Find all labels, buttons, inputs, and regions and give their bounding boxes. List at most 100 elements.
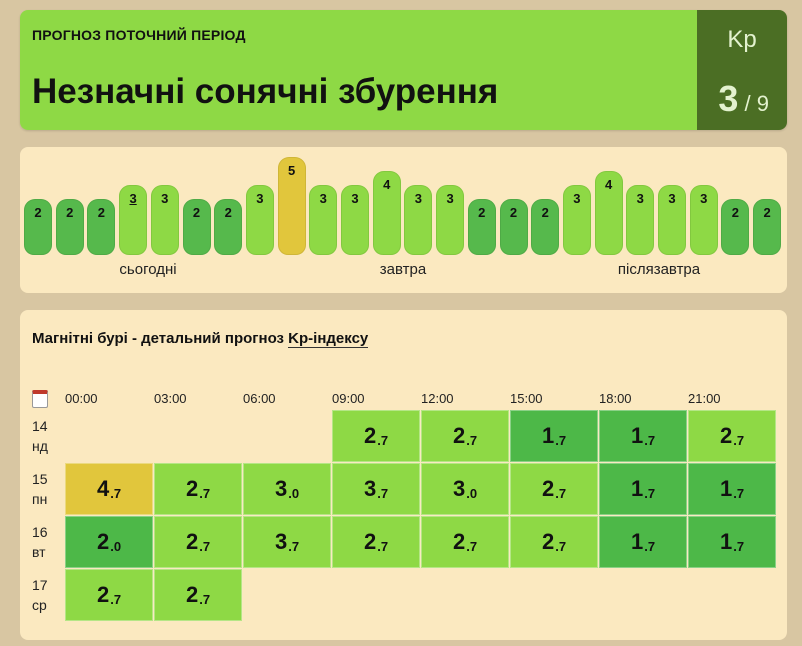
forecast-bar-value: 4 bbox=[383, 177, 391, 192]
kp-forecast-cell: 1.7 bbox=[688, 516, 776, 568]
kp-forecast-cell: 1.7 bbox=[688, 463, 776, 515]
forecast-bar[interactable]: 2 bbox=[721, 199, 750, 255]
kp-forecast-cell: 1.7 bbox=[510, 410, 598, 462]
storm-status-title: Незначні сонячні збурення bbox=[32, 72, 499, 111]
kp-cell-fraction: .7 bbox=[377, 485, 389, 501]
forecast-bar[interactable]: 3 bbox=[245, 185, 274, 255]
kp-forecast-cell: 2.7 bbox=[510, 516, 598, 568]
kp-forecast-cell: 2.0 bbox=[65, 516, 153, 568]
forecast-bar[interactable]: 2 bbox=[214, 199, 243, 255]
time-column-header: 06:00 bbox=[243, 391, 276, 406]
date-weekday: пн bbox=[32, 491, 48, 507]
forecast-bar[interactable]: 3 bbox=[436, 185, 465, 255]
forecast-bar[interactable]: 2 bbox=[182, 199, 211, 255]
kp-cell-whole: 3 bbox=[274, 476, 288, 501]
forecast-period-label: ПРОГНОЗ ПОТОЧНИЙ ПЕРІОД bbox=[32, 27, 246, 43]
kp-forecast-cell: 2.7 bbox=[688, 410, 776, 462]
forecast-bar[interactable]: 3 bbox=[309, 185, 338, 255]
kp-forecast-cell: 1.7 bbox=[599, 410, 687, 462]
kp-label: Kp bbox=[727, 26, 757, 53]
forecast-bar[interactable]: 2 bbox=[24, 199, 52, 255]
forecast-bar[interactable]: 2 bbox=[55, 199, 84, 255]
kp-index-link[interactable]: Kp-індексу bbox=[288, 330, 369, 348]
kp-forecast-cell: 2.7 bbox=[154, 463, 242, 515]
kp-forecast-cell: 3.7 bbox=[243, 516, 331, 568]
forecast-bar-value: 2 bbox=[541, 205, 549, 220]
kp-cell-whole: 2 bbox=[185, 582, 199, 607]
kp-cell-fraction: .7 bbox=[733, 485, 745, 501]
current-forecast-panel: ПРОГНОЗ ПОТОЧНИЙ ПЕРІОД Незначні сонячні… bbox=[20, 10, 697, 130]
kp-cell-fraction: .7 bbox=[555, 538, 567, 554]
kp-cell-fraction: .7 bbox=[644, 538, 656, 554]
forecast-bar[interactable]: 3 bbox=[404, 185, 433, 255]
kp-cell-whole: 1 bbox=[630, 423, 644, 448]
kp-cell-fraction: .7 bbox=[733, 432, 745, 448]
kp-cell-whole: 2 bbox=[719, 423, 733, 448]
time-column-header: 00:00 bbox=[65, 391, 98, 406]
kp-forecast-cell: 2.7 bbox=[154, 569, 242, 621]
day-label-today: сьогодні bbox=[119, 261, 177, 278]
kp-cell-whole: 1 bbox=[719, 476, 733, 501]
time-column-header: 18:00 bbox=[599, 391, 632, 406]
forecast-bar-value: 3 bbox=[668, 191, 676, 206]
forecast-bar-value: 2 bbox=[763, 205, 771, 220]
time-column-header: 09:00 bbox=[332, 391, 365, 406]
forecast-bar-value: 3 bbox=[161, 191, 169, 206]
kp-forecast-cell: 3.7 bbox=[332, 463, 420, 515]
forecast-bar[interactable]: 3 bbox=[150, 185, 179, 255]
kp-value-display: 3 / 9 bbox=[718, 78, 769, 120]
forecast-bar[interactable]: 3 bbox=[562, 185, 591, 255]
forecast-bar-value: 2 bbox=[509, 205, 518, 220]
kp-cell-fraction: .7 bbox=[644, 432, 656, 448]
kp-cell-whole: 2 bbox=[452, 423, 466, 448]
forecast-bar[interactable]: 3 bbox=[341, 185, 369, 255]
forecast-bar[interactable]: 2 bbox=[467, 199, 496, 255]
kp-cell-whole: 2 bbox=[96, 529, 110, 554]
time-column-header: 03:00 bbox=[154, 391, 187, 406]
detail-title-text: Магнітні бурі - детальний прогноз bbox=[32, 330, 289, 347]
kp-cell-fraction: .7 bbox=[377, 432, 389, 448]
forecast-bar-value: 3 bbox=[256, 191, 264, 206]
forecast-bar-value: 2 bbox=[66, 205, 74, 220]
kp-cell-whole: 1 bbox=[630, 529, 644, 554]
time-column-header: 21:00 bbox=[688, 391, 721, 406]
forecast-bar-value: 2 bbox=[97, 205, 105, 220]
kp-cell-whole: 2 bbox=[96, 582, 110, 607]
day-label-tomorrow: завтра bbox=[379, 261, 427, 278]
forecast-bar[interactable]: 3 bbox=[119, 185, 148, 255]
kp-cell-whole: 2 bbox=[541, 529, 555, 554]
forecast-bar[interactable]: 2 bbox=[531, 199, 560, 255]
kp-cell-fraction: .0 bbox=[110, 538, 122, 554]
forecast-bar[interactable]: 2 bbox=[499, 199, 528, 255]
forecast-bar[interactable]: 2 bbox=[87, 199, 116, 255]
kp-cell-whole: 2 bbox=[185, 529, 199, 554]
forecast-bar[interactable]: 5 bbox=[277, 157, 306, 255]
kp-cell-fraction: .0 bbox=[466, 485, 478, 501]
kp-current-value: 3 bbox=[718, 78, 739, 119]
kp-forecast-cell: 2.7 bbox=[65, 569, 153, 621]
forecast-bar[interactable]: 3 bbox=[626, 185, 655, 255]
kp-cell-fraction: .7 bbox=[377, 538, 389, 554]
kp-cell-fraction: .7 bbox=[644, 485, 656, 501]
kp-forecast-cell: 2.7 bbox=[332, 410, 420, 462]
kp-separator: / bbox=[744, 91, 751, 116]
date-weekday: нд bbox=[32, 438, 48, 454]
forecast-bar[interactable]: 4 bbox=[372, 171, 401, 255]
kp-cell-fraction: .7 bbox=[555, 432, 567, 448]
kp-cell-whole: 1 bbox=[541, 423, 555, 448]
kp-cell-whole: 1 bbox=[630, 476, 644, 501]
date-row-label: 15 пн bbox=[32, 469, 48, 509]
kp-cell-fraction: .7 bbox=[288, 538, 300, 554]
date-row-label: 16 вт bbox=[32, 522, 48, 562]
kp-cell-fraction: .7 bbox=[199, 485, 211, 501]
forecast-bar[interactable]: 2 bbox=[753, 199, 782, 255]
forecast-bar[interactable]: 4 bbox=[594, 171, 623, 255]
kp-index-panel: Kp 3 / 9 bbox=[697, 10, 787, 130]
date-day: 16 bbox=[32, 524, 48, 540]
kp-forecast-cell: 2.7 bbox=[421, 410, 509, 462]
forecast-bar-value: 5 bbox=[287, 163, 296, 178]
forecast-bar[interactable]: 3 bbox=[689, 185, 718, 255]
forecast-bar[interactable]: 3 bbox=[658, 185, 686, 255]
time-column-header: 15:00 bbox=[510, 391, 543, 406]
date-row-label: 14 нд bbox=[32, 416, 48, 456]
